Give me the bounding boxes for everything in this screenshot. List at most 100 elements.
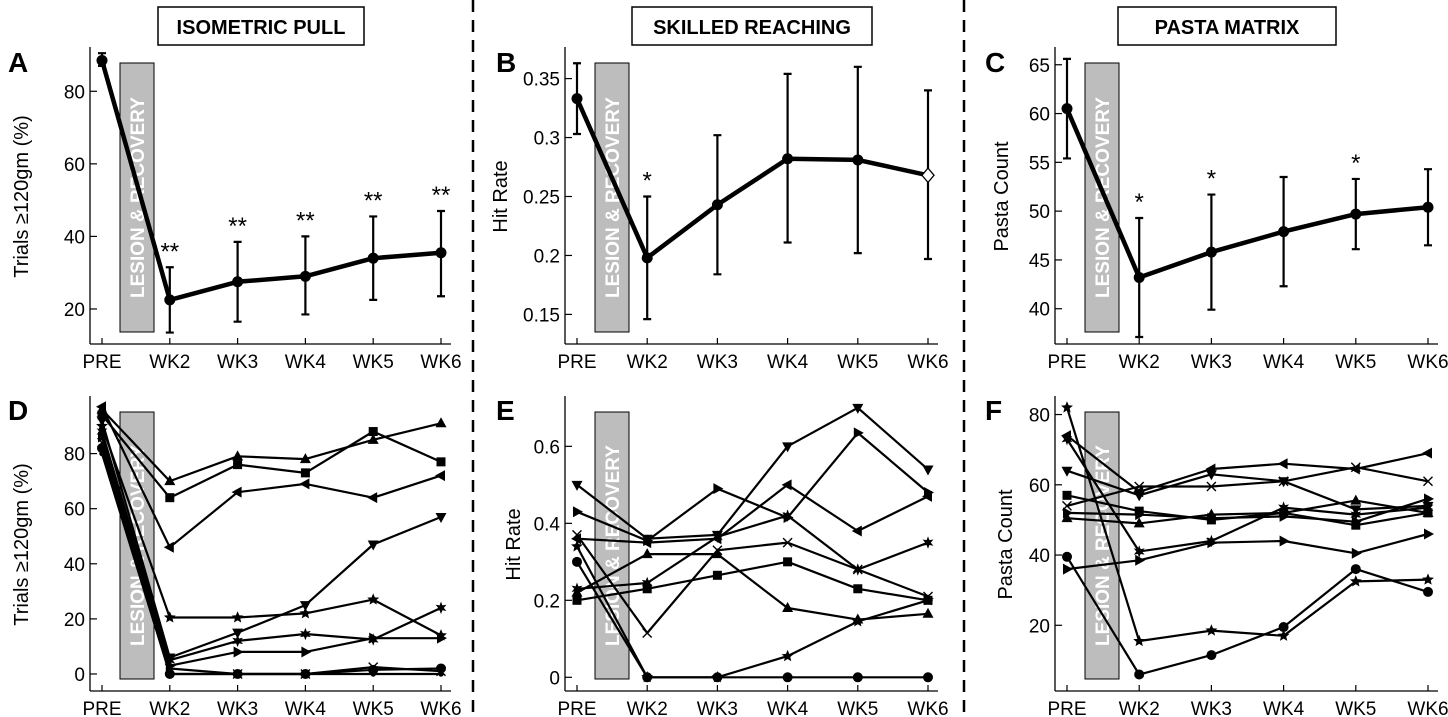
panel-letter: C <box>985 47 1005 78</box>
series-line <box>1066 434 1429 493</box>
significance-marker: * <box>1207 166 1216 193</box>
series-line <box>1065 407 1429 643</box>
panel-letter: E <box>496 395 515 426</box>
y-tick-label: 20 <box>1029 616 1050 637</box>
data-point-marker <box>1205 246 1217 258</box>
data-point-marker <box>1135 509 1146 521</box>
data-point-marker <box>301 646 312 658</box>
series-10 <box>99 450 444 677</box>
series-7 <box>1061 494 1434 528</box>
series-line <box>1066 469 1429 511</box>
data-point-marker <box>1278 226 1290 238</box>
data-point-marker <box>164 653 176 667</box>
column-title: ISOMETRIC PULL <box>177 17 346 39</box>
lesion-recovery-label: LESION & RECOVERY <box>603 97 624 298</box>
x-tick-label: WK4 <box>1263 352 1305 373</box>
data-point-marker <box>1350 505 1362 516</box>
series-1 <box>571 62 935 321</box>
series-line <box>576 560 929 602</box>
data-point-marker <box>923 672 933 683</box>
data-point-marker <box>232 634 244 648</box>
data-point-marker <box>1279 510 1290 522</box>
panel-d: D 0 20 40 60 80 PRE WK2 WK3 WK4 WK5 WK6 Trials ≥120g… <box>8 395 462 717</box>
column-titles: ISOMETRIC PULL SKILLED REACHING PASTA MATR… <box>157 6 1337 46</box>
lesion-recovery-box <box>1084 411 1120 680</box>
data-point-marker <box>1134 669 1145 680</box>
data-point-marker <box>1424 528 1434 540</box>
data-point-marker <box>572 529 582 540</box>
title-box-2 <box>631 6 873 46</box>
data-point-marker <box>572 595 582 605</box>
data-point-marker <box>1277 629 1290 641</box>
series-1 <box>1061 57 1434 339</box>
x-tick-label: WK3 <box>217 352 258 373</box>
y-axis-label: Pasta Count <box>991 141 1013 252</box>
data-point-marker <box>232 276 244 288</box>
data-point-marker <box>367 252 379 264</box>
panel-letter: A <box>8 47 28 78</box>
x-tick-label: WK6 <box>907 352 948 373</box>
series-line <box>576 406 929 540</box>
series-3 <box>571 479 932 549</box>
panel-b: B 0.15 0.2 0.25 0.3 0.35 PRE WK2 WK3 WK4 WK5 WK6 Hit… <box>490 47 949 373</box>
y-tick-label: 45 <box>1029 251 1050 272</box>
data-point-marker <box>1422 447 1432 459</box>
y-tick-label: 0 <box>549 668 560 689</box>
data-point-marker <box>1351 547 1362 559</box>
series-line <box>99 59 442 303</box>
data-point-marker <box>571 93 583 105</box>
y-tick-label: 0.35 <box>523 70 560 91</box>
y-tick-label: 0.4 <box>534 514 561 535</box>
series-line <box>100 453 441 676</box>
data-point-marker <box>922 536 934 549</box>
series-line <box>576 534 929 635</box>
x-tick-label: WK5 <box>1335 352 1376 373</box>
series-line <box>576 483 929 544</box>
data-point-marker <box>232 450 244 461</box>
significance-marker: * <box>1135 189 1144 216</box>
series-1 <box>96 52 447 334</box>
data-point-marker <box>641 576 653 590</box>
x-tick-label: WK6 <box>1407 699 1448 717</box>
series-line <box>576 431 929 542</box>
data-point-marker <box>300 468 310 478</box>
series-9 <box>572 556 933 683</box>
y-tick-label: 20 <box>64 300 85 321</box>
data-point-marker <box>435 470 445 482</box>
data-point-marker <box>1351 516 1362 528</box>
data-point-marker <box>99 450 105 457</box>
data-point-marker <box>164 294 176 306</box>
y-axis-label: Hit Rate <box>490 160 512 232</box>
y-tick-label: 60 <box>1029 476 1050 497</box>
panel-a: A 20 40 60 80 PRE WK2 WK3 WK4 WK5 WK6 Trials ≥120gm… <box>8 47 462 373</box>
x-tick-label: WK5 <box>837 699 878 717</box>
data-point-marker <box>232 628 244 639</box>
data-point-marker <box>852 563 864 576</box>
significance-marker: ** <box>296 207 315 234</box>
panel-letter: B <box>496 47 516 78</box>
data-point-marker <box>641 537 652 549</box>
data-point-marker <box>712 545 723 556</box>
y-tick-label: 0.2 <box>534 246 560 267</box>
y-tick-label: 65 <box>1029 56 1050 77</box>
data-point-marker <box>299 453 311 464</box>
data-point-marker <box>1205 624 1218 636</box>
data-point-marker <box>782 602 794 613</box>
data-point-marker <box>712 672 723 683</box>
data-point-marker <box>367 433 379 444</box>
data-point-marker <box>435 417 447 428</box>
data-point-marker <box>571 582 583 596</box>
series-2 <box>97 410 446 503</box>
x-tick-label: WK4 <box>1263 699 1305 717</box>
data-point-marker <box>853 427 864 439</box>
x-tick-label: WK2 <box>1119 699 1160 717</box>
significance-marker: * <box>1351 150 1360 177</box>
series-line <box>1066 494 1429 527</box>
data-point-marker <box>299 601 311 612</box>
x-tick-label: WK4 <box>767 699 809 717</box>
x-tick-label: WK3 <box>697 699 738 717</box>
series-3 <box>96 401 445 553</box>
data-point-marker <box>781 479 792 491</box>
y-tick-label: 40 <box>64 227 85 248</box>
